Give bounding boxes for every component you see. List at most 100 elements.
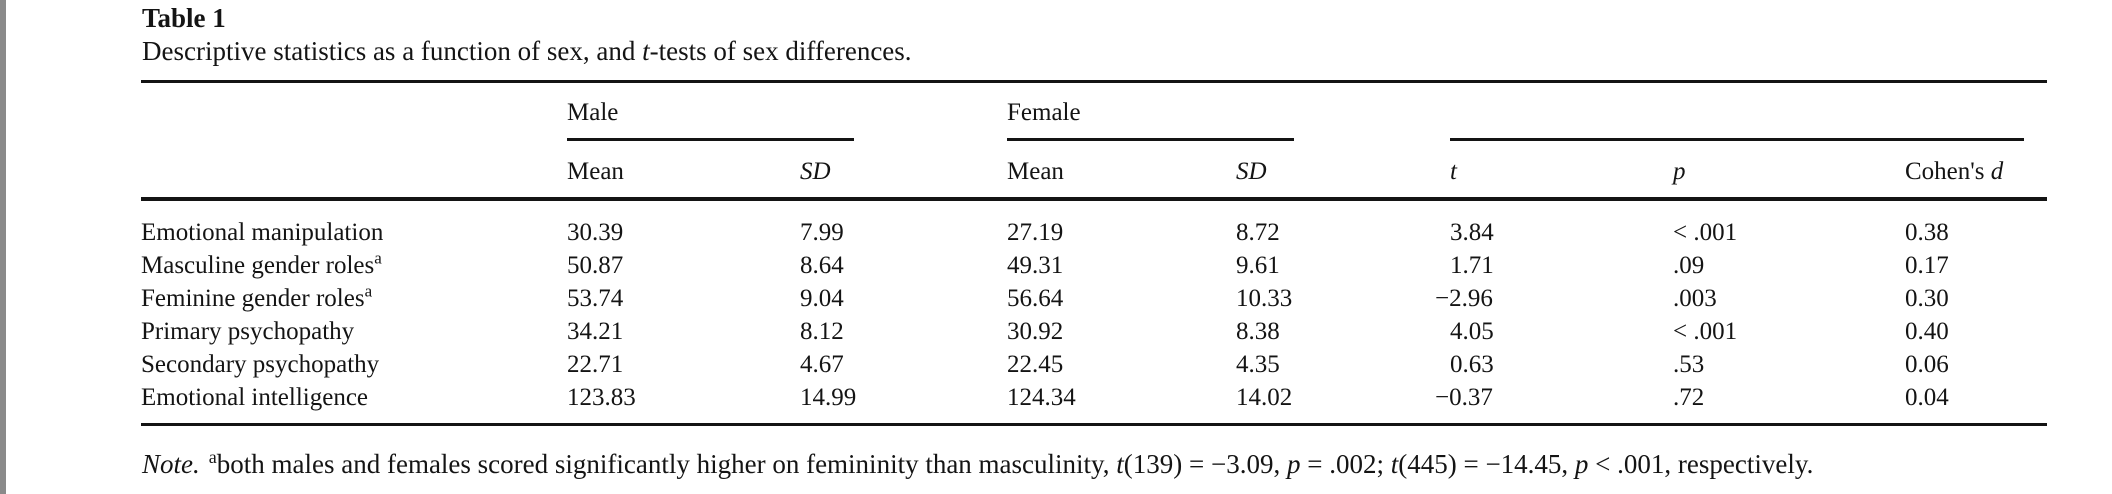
footnote-marker: a [374, 248, 382, 268]
female-sd-cell: 8.72 [1236, 219, 1280, 246]
table-title: Table 1 [142, 3, 226, 33]
t-value-cell: 0.63 [1450, 351, 1494, 378]
note-text: (445) = −14.45, [1398, 449, 1575, 479]
male-mean-cell: 53.74 [567, 285, 624, 312]
empty-stub-cell [141, 82, 567, 142]
female-group-cell: Female [1007, 82, 1450, 141]
note-footnote-marker: a [208, 447, 217, 467]
row-label: Emotional manipulation [141, 199, 567, 249]
female-sd-cell: 14.02 [1236, 384, 1293, 411]
footnote-marker: a [364, 281, 373, 301]
t-header: t [1450, 141, 1673, 201]
note-p1-italic: p [1286, 449, 1301, 479]
stub-header-cell [141, 141, 567, 201]
table-row: Primary psychopathy 34.21 8.12 30.92 8.3… [141, 315, 2047, 348]
row-label: Feminine gender rolesa [141, 282, 567, 315]
male-spanner-rule [567, 138, 854, 141]
row-label-text: Masculine gender roles [141, 252, 375, 279]
t-value-cell: 4.05 [1450, 318, 1494, 345]
note-text: (139) = −3.09, [1123, 449, 1287, 479]
female-spanner-rule [1007, 138, 1294, 141]
male-group-label: Male [567, 99, 619, 126]
female-sd-cell: 4.35 [1236, 351, 1280, 378]
female-mean-cell: 124.34 [1007, 384, 1076, 411]
page-edge-strip [0, 0, 6, 494]
female-sd-cell: 10.33 [1236, 285, 1293, 312]
tests-group-label [1450, 100, 2047, 126]
female-mean-cell: 30.92 [1007, 318, 1064, 345]
male-mean-cell: 123.83 [567, 384, 636, 411]
male-mean-header: Mean [567, 141, 800, 201]
row-label: Secondary psychopathy [141, 348, 567, 381]
female-mean-header: Mean [1007, 141, 1236, 201]
cohens-d-cell: 0.17 [1905, 252, 1949, 279]
male-sd-cell: 14.99 [800, 384, 857, 411]
p-header: p [1673, 141, 1905, 201]
female-mean-cell: 27.19 [1007, 219, 1064, 246]
t-value-cell: 1.71 [1450, 252, 1494, 279]
t-value-cell: −2.96 [1435, 285, 1493, 312]
p-value-cell: .003 [1673, 285, 1717, 312]
cohens-d-cell: 0.06 [1905, 351, 1949, 378]
p-value-cell: < .001 [1673, 318, 1738, 345]
tests-group-cell [1450, 82, 2047, 141]
column-header-row: Mean SD Mean SD t p Cohen's d [141, 141, 2048, 201]
cohens-d-cell: 0.38 [1905, 219, 1949, 246]
p-value-cell: .53 [1673, 351, 1705, 378]
male-group-cell: Male [567, 82, 1007, 141]
cohens-d-header: Cohen's d [1905, 141, 2048, 201]
note-text: < .001, respectively. [1588, 449, 1814, 479]
row-label-text: Feminine gender roles [141, 285, 365, 312]
row-label: Primary psychopathy [141, 315, 567, 348]
table-caption: Descriptive statistics as a function of … [142, 36, 912, 66]
male-sd-cell: 7.99 [800, 219, 844, 246]
row-label: Masculine gender rolesa [141, 249, 567, 282]
p-value-cell: < .001 [1673, 219, 1738, 246]
male-mean-cell: 50.87 [567, 252, 624, 279]
male-sd-cell: 8.12 [800, 318, 844, 345]
female-mean-cell: 56.64 [1007, 285, 1064, 312]
cohens-label: Cohen's [1905, 158, 1985, 185]
table-note: Note. aboth males and females scored sign… [142, 448, 1813, 480]
caption-text-end: -tests of sex differences. [649, 36, 912, 66]
female-mean-cell: 22.45 [1007, 351, 1064, 378]
note-p2-italic: p [1574, 449, 1589, 479]
male-sd-cell: 8.64 [800, 252, 844, 279]
female-sd-cell: 9.61 [1236, 252, 1280, 279]
p-value-cell: .09 [1673, 252, 1705, 279]
table-row: Emotional manipulation 30.39 7.99 27.19 … [141, 199, 2047, 249]
row-label-text: Emotional intelligence [141, 384, 369, 411]
male-sd-cell: 9.04 [800, 285, 844, 312]
table-row: Masculine gender rolesa 50.87 8.64 49.31… [141, 249, 2047, 282]
female-mean-cell: 49.31 [1007, 252, 1064, 279]
note-label: Note. [142, 449, 200, 479]
male-mean-cell: 22.71 [567, 351, 624, 378]
table-row: Secondary psychopathy 22.71 4.67 22.45 4… [141, 348, 2047, 381]
female-sd-header: SD [1236, 141, 1450, 201]
row-label-text: Emotional manipulation [141, 219, 384, 246]
male-sd-header: SD [800, 141, 1007, 201]
note-t1-italic: t [1116, 449, 1124, 479]
t-value-cell: 3.84 [1450, 219, 1494, 246]
male-mean-cell: 34.21 [567, 318, 624, 345]
male-mean-cell: 30.39 [567, 219, 624, 246]
t-value-cell: −0.37 [1435, 384, 1493, 411]
cohens-d-cell: 0.04 [1905, 384, 1949, 411]
group-header-row: Male Female [141, 82, 2047, 142]
descriptive-statistics-table: Male Female Mean SD Mean SD t p Cohen's … [141, 80, 2048, 426]
note-text: = .002; [1300, 449, 1391, 479]
cohens-d-italic: d [1990, 158, 2004, 185]
female-group-label: Female [1007, 99, 1081, 126]
table-row: Feminine gender rolesa 53.74 9.04 56.64 … [141, 282, 2047, 315]
row-label: Emotional intelligence [141, 381, 567, 425]
caption-text: Descriptive statistics as a function of … [142, 36, 643, 66]
female-sd-cell: 8.38 [1236, 318, 1280, 345]
tests-spanner-rule [1450, 138, 2024, 141]
row-label-text: Primary psychopathy [141, 318, 355, 345]
cohens-d-cell: 0.30 [1905, 285, 1949, 312]
p-value-cell: .72 [1673, 384, 1705, 411]
caption-t-italic: t [642, 36, 650, 66]
table-row: Emotional intelligence 123.83 14.99 124.… [141, 381, 2047, 425]
cohens-d-cell: 0.40 [1905, 318, 1949, 345]
note-text: both males and females scored significan… [216, 449, 1117, 479]
